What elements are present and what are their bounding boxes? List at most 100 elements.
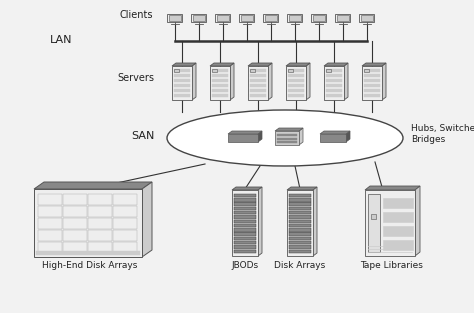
- Bar: [217, 15, 229, 21]
- Bar: [383, 212, 413, 222]
- Bar: [234, 194, 256, 197]
- Bar: [288, 79, 304, 82]
- Bar: [286, 66, 306, 100]
- Bar: [289, 245, 311, 249]
- Polygon shape: [346, 131, 350, 142]
- Polygon shape: [306, 63, 310, 100]
- Bar: [364, 69, 380, 72]
- Bar: [212, 84, 228, 87]
- Bar: [313, 15, 325, 21]
- Ellipse shape: [167, 110, 403, 166]
- Polygon shape: [382, 63, 386, 100]
- Bar: [320, 134, 346, 142]
- Bar: [326, 69, 342, 72]
- Bar: [193, 15, 205, 21]
- Bar: [383, 198, 413, 208]
- Bar: [228, 134, 258, 142]
- Bar: [38, 218, 62, 229]
- Polygon shape: [362, 63, 386, 66]
- Polygon shape: [248, 63, 272, 66]
- Bar: [234, 219, 256, 223]
- Bar: [216, 14, 230, 22]
- Polygon shape: [324, 63, 348, 66]
- Bar: [63, 242, 87, 253]
- Bar: [288, 69, 304, 72]
- Bar: [38, 242, 62, 253]
- Bar: [174, 89, 190, 92]
- Bar: [210, 66, 230, 100]
- Bar: [326, 89, 342, 92]
- Polygon shape: [268, 63, 272, 100]
- Bar: [63, 218, 87, 229]
- Bar: [234, 249, 256, 253]
- Polygon shape: [258, 131, 262, 142]
- Bar: [250, 89, 266, 92]
- Text: Disk Arrays: Disk Arrays: [274, 260, 326, 269]
- Bar: [191, 14, 207, 22]
- Polygon shape: [313, 187, 317, 256]
- Bar: [288, 94, 304, 97]
- Bar: [364, 79, 380, 82]
- Bar: [289, 198, 311, 202]
- Bar: [113, 230, 137, 241]
- Bar: [288, 69, 293, 72]
- Bar: [336, 14, 350, 22]
- Bar: [326, 79, 342, 82]
- Bar: [212, 74, 228, 77]
- Bar: [364, 94, 380, 97]
- Bar: [289, 237, 311, 240]
- Bar: [368, 194, 380, 252]
- Text: Tape Libraries: Tape Libraries: [361, 260, 423, 269]
- Polygon shape: [34, 182, 152, 189]
- Bar: [212, 69, 217, 72]
- Bar: [38, 194, 62, 205]
- Bar: [364, 69, 369, 72]
- Bar: [232, 190, 258, 256]
- Bar: [289, 224, 311, 227]
- Bar: [364, 74, 380, 77]
- Bar: [38, 230, 62, 241]
- Text: LAN: LAN: [50, 35, 73, 45]
- Bar: [289, 215, 311, 219]
- Bar: [288, 89, 304, 92]
- Polygon shape: [258, 187, 262, 256]
- Bar: [167, 14, 182, 22]
- Bar: [326, 69, 331, 72]
- Polygon shape: [320, 131, 350, 134]
- Polygon shape: [210, 63, 234, 66]
- Bar: [174, 84, 190, 87]
- Polygon shape: [172, 63, 196, 66]
- Polygon shape: [365, 186, 420, 190]
- Bar: [234, 241, 256, 244]
- Bar: [275, 131, 299, 145]
- Bar: [172, 66, 192, 100]
- Bar: [277, 137, 297, 140]
- Bar: [174, 79, 190, 82]
- Text: Clients: Clients: [119, 10, 153, 20]
- Polygon shape: [287, 187, 317, 190]
- Bar: [174, 69, 179, 72]
- Text: Servers: Servers: [117, 73, 154, 83]
- Bar: [250, 69, 266, 72]
- Text: JBODs: JBODs: [231, 260, 258, 269]
- Bar: [383, 240, 413, 250]
- Bar: [174, 94, 190, 97]
- Bar: [326, 84, 342, 87]
- Bar: [88, 206, 112, 217]
- Bar: [234, 228, 256, 232]
- Bar: [234, 203, 256, 206]
- Bar: [289, 211, 311, 214]
- Polygon shape: [228, 131, 262, 134]
- Polygon shape: [192, 63, 196, 100]
- Bar: [234, 232, 256, 236]
- Bar: [113, 206, 137, 217]
- Bar: [287, 190, 313, 256]
- Bar: [174, 69, 190, 72]
- Bar: [364, 84, 380, 87]
- Bar: [239, 14, 255, 22]
- Bar: [34, 189, 142, 257]
- Bar: [234, 237, 256, 240]
- Bar: [63, 206, 87, 217]
- Bar: [38, 206, 62, 217]
- Bar: [359, 14, 374, 22]
